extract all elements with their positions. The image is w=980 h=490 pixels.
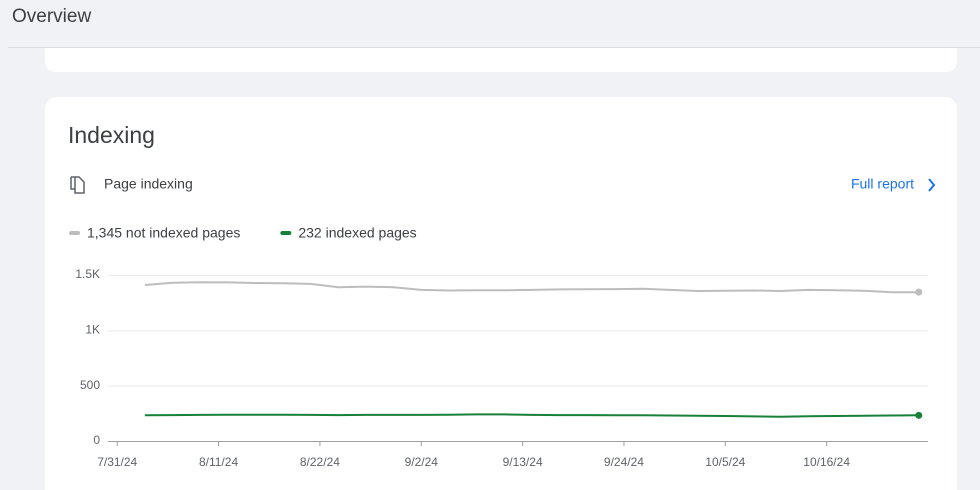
card-title: Indexing — [68, 122, 155, 148]
card-subtitle: Page indexing — [104, 176, 193, 192]
x-tick-label: 8/22/24 — [300, 455, 340, 469]
end-point — [915, 411, 923, 419]
series-line — [144, 413, 919, 418]
legend-label: 232 indexed pages — [298, 225, 416, 241]
page-icon — [70, 176, 85, 194]
x-tick-label: 9/24/24 — [604, 455, 644, 469]
y-tick-label: 500 — [80, 378, 100, 392]
y-tick-label: 0 — [93, 433, 100, 447]
end-point — [915, 288, 923, 296]
x-tick-label: 9/2/24 — [405, 455, 439, 469]
chevron[interactable] — [928, 178, 936, 192]
page-title: Overview — [12, 6, 91, 27]
full-report-link[interactable]: Full report — [851, 176, 914, 192]
legend-label: 1,345 not indexed pages — [87, 225, 240, 241]
indexing-card — [45, 97, 957, 490]
y-tick-label: 1K — [85, 323, 100, 337]
x-tick-label: 9/13/24 — [503, 455, 543, 469]
legend-swatch — [69, 231, 80, 235]
series-line — [144, 281, 919, 294]
x-tick-label: 10/5/24 — [705, 455, 745, 469]
x-tick-label: 8/11/24 — [199, 455, 238, 469]
x-tick-label: 10/16/24 — [803, 455, 850, 469]
legend-swatch — [280, 231, 292, 235]
chart: 0 500 1K 1.5K 7/31/24 8/11/24 8/22/24 9/2/24 9/1… — [69, 225, 928, 469]
y-tick-label: 1.5K — [75, 267, 100, 281]
x-tick-label: 7/31/24 — [97, 455, 137, 469]
previous-card — [45, 48, 957, 72]
